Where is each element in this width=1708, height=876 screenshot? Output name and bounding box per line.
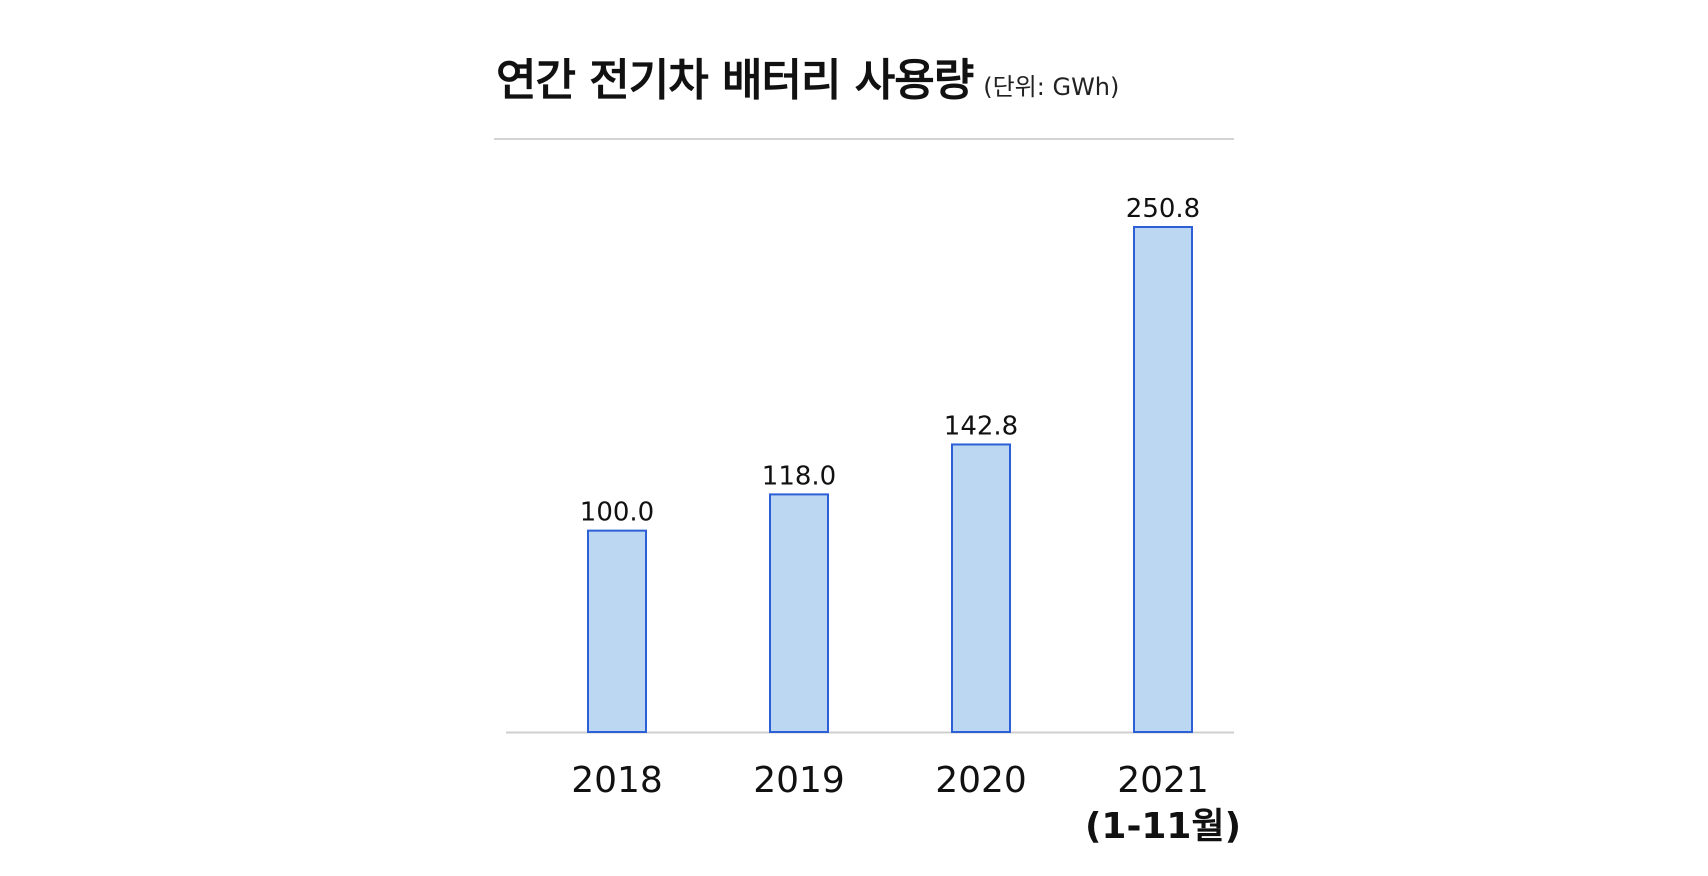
x-tick-label-3-line-0: 2021 <box>1117 760 1209 801</box>
x-tick-label-3-line-1: (1-11월) <box>1085 806 1241 847</box>
x-tick-label-0: 2018 <box>571 760 663 801</box>
chart-title-block: 연간 전기차 배터리 사용량 (단위: GWh) <box>496 44 1236 108</box>
chart-title: 연간 전기차 배터리 사용량 <box>496 55 974 106</box>
bar-value-label-0: 100.0 <box>580 498 654 528</box>
title-divider <box>494 138 1234 140</box>
bar-value-label-3: 250.8 <box>1126 194 1200 224</box>
chart-unit-label: (단위: GWh) <box>983 73 1120 101</box>
bar-value-label-2: 142.8 <box>944 411 1018 441</box>
bar-1 <box>769 493 829 734</box>
bar-3 <box>1133 226 1193 733</box>
x-tick-label-2: 2020 <box>935 760 1027 801</box>
bar-value-label-1: 118.0 <box>762 461 836 491</box>
x-tick-label-1: 2019 <box>753 760 845 801</box>
bar-0 <box>587 529 647 734</box>
bar-2 <box>951 443 1011 733</box>
